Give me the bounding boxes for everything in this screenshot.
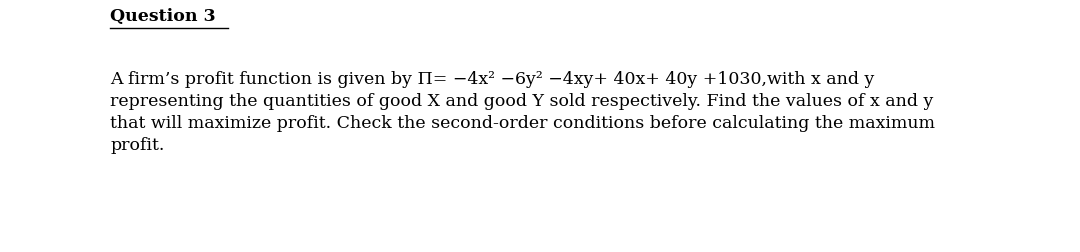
Text: profit.: profit. [110, 137, 164, 153]
Text: A firm’s profit function is given by Π= −4x² −6y² −4xy+ 40x+ 40y +1030,with x an: A firm’s profit function is given by Π= … [110, 71, 875, 88]
Text: Question 3: Question 3 [110, 8, 216, 25]
Text: representing the quantities of good X and good Y sold respectively. Find the val: representing the quantities of good X an… [110, 93, 933, 110]
Text: that will maximize profit. Check the second-order conditions before calculating : that will maximize profit. Check the sec… [110, 115, 935, 132]
